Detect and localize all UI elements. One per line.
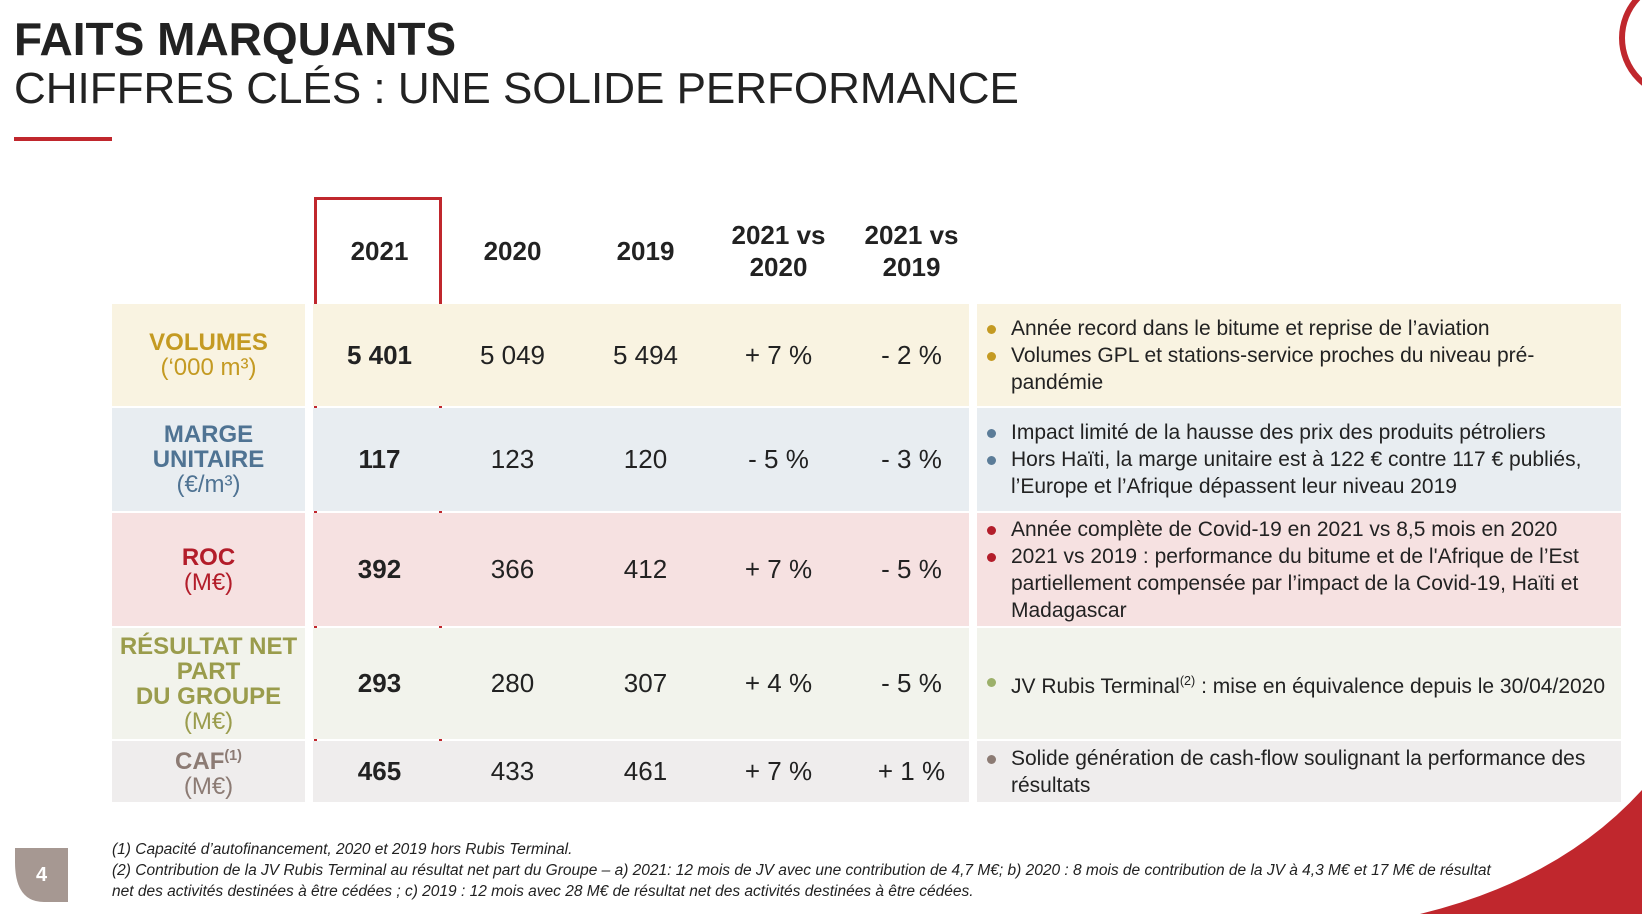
label-line: RÉSULTAT NET [119, 632, 298, 660]
bullet-list: JV Rubis Terminal(2) : mise en équivalen… [977, 668, 1615, 700]
bullet: JV Rubis Terminal(2) : mise en équivalen… [986, 668, 1606, 700]
column-header: 2021 vs 2020 [731, 219, 826, 282]
value: 120 [623, 444, 668, 474]
title: FAITS MARQUANTS [14, 13, 457, 65]
footnote: (1) Capacité d’autofinancement, 2020 et … [112, 841, 573, 858]
label-sup: (1) [224, 748, 242, 764]
label-line: PART [176, 657, 241, 685]
bullet-list: Année complète de Covid-19 en 2021 vs 8,… [977, 516, 1621, 624]
values-cell: 392 366 412 + 7 % - 5 % [313, 513, 969, 626]
bullet: Année complète de Covid-19 en 2021 vs 8,… [987, 516, 1611, 543]
label-line: VOLUMES [149, 329, 268, 356]
label-unit: (M€) [183, 568, 234, 596]
subtitle: CHIFFRES CLÉS : UNE SOLIDE PERFORMANCE [14, 64, 1019, 113]
value: - 5 % [748, 444, 809, 474]
note-sup: (2) [1179, 673, 1196, 688]
values-cell: 293 280 307 + 4 % - 5 % [313, 628, 969, 739]
value: 5 401 [346, 339, 413, 370]
value: 433 [490, 756, 535, 786]
bullet: Impact limité de la hausse des prix des … [987, 419, 1611, 446]
label-unit: (‘000 m³) [160, 354, 257, 381]
values-cell: 5 401 5 049 5 494 + 7 % - 2 % [313, 304, 969, 406]
bullet: Année record dans le bitume et reprise d… [987, 315, 1611, 342]
column-header: 2021 vs 2019 [864, 219, 959, 282]
value: 412 [623, 554, 668, 584]
value: 117 [358, 444, 401, 474]
row-label: CAF(1) (M€) [112, 741, 305, 802]
notes-cell: Année complète de Covid-19 en 2021 vs 8,… [977, 513, 1621, 626]
footnote: (2) Contribution de la JV Rubis Terminal… [112, 862, 1491, 900]
row-label: ROC (M€) [112, 513, 305, 626]
notes-cell: Impact limité de la hausse des prix des … [977, 408, 1621, 511]
page-number: 4 [35, 863, 48, 886]
value: + 4 % [744, 668, 813, 698]
bullet-list: Solide génération de cash-flow soulignan… [977, 745, 1621, 799]
notes-cell: Solide génération de cash-flow soulignan… [977, 741, 1621, 802]
row-label: MARGE UNITAIRE (€/m³) [112, 408, 305, 511]
value: + 1 % [877, 756, 946, 786]
label-line: CAF(1) [175, 748, 242, 775]
bullet: Volumes GPL et stations-service proches … [987, 342, 1611, 396]
value: 293 [357, 668, 402, 698]
value: 392 [357, 554, 402, 584]
label-line: ROC [181, 543, 236, 571]
title-underline [14, 137, 112, 141]
value: 5 494 [612, 339, 679, 370]
bullet-list: Année record dans le bitume et reprise d… [977, 315, 1621, 396]
label-line: MARGE [163, 421, 254, 448]
label-unit: (€/m³) [176, 471, 241, 498]
value: 366 [490, 554, 535, 584]
value: 461 [623, 756, 668, 786]
column-header: 2021 [350, 235, 409, 266]
column-header: 2020 [483, 235, 542, 266]
row-label: RÉSULTAT NET PART DU GROUPE (M€) [112, 628, 305, 739]
value: - 2 % [881, 339, 942, 370]
notes-cell: Année record dans le bitume et reprise d… [977, 304, 1621, 406]
bullet: Solide génération de cash-flow soulignan… [987, 745, 1611, 799]
label-unit: (M€) [183, 707, 234, 735]
value: + 7 % [744, 339, 813, 370]
logo-fragment [1619, 0, 1642, 86]
note-text: : mise en équivalence depuis le 30/04/20… [1195, 674, 1606, 698]
bullet: Hors Haïti, la marge unitaire est à 122 … [987, 446, 1611, 500]
value: - 5 % [881, 554, 942, 584]
label-line: DU GROUPE [135, 682, 282, 710]
row-label: VOLUMES (‘000 m³) [112, 304, 305, 406]
value: - 3 % [881, 444, 942, 474]
values-cell: 117 123 120 - 5 % - 3 % [313, 408, 969, 511]
bullet: 2021 vs 2019 : performance du bitume et … [987, 543, 1611, 624]
value: 307 [623, 668, 668, 698]
value: 465 [357, 756, 402, 786]
value: - 5 % [881, 668, 942, 698]
value: 280 [490, 668, 535, 698]
page-badge [15, 848, 68, 902]
notes-cell: JV Rubis Terminal(2) : mise en équivalen… [977, 628, 1621, 739]
value: 5 049 [479, 339, 546, 370]
value: + 7 % [744, 554, 813, 584]
bullet-list: Impact limité de la hausse des prix des … [977, 419, 1621, 500]
corner-shape [1420, 790, 1642, 914]
column-header: 2019 [616, 235, 675, 266]
value: + 7 % [744, 756, 813, 786]
value: 123 [490, 444, 535, 474]
label-unit: (M€) [183, 773, 234, 800]
values-cell: 465 433 461 + 7 % + 1 % [313, 741, 969, 802]
note-text: JV Rubis Terminal [1011, 674, 1180, 698]
label-line: UNITAIRE [152, 446, 265, 473]
